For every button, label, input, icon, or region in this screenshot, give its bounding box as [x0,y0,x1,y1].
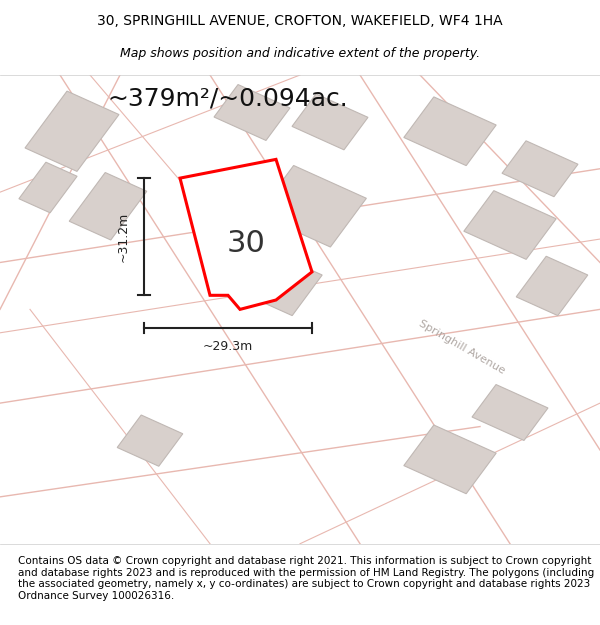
Text: Contains OS data © Crown copyright and database right 2021. This information is : Contains OS data © Crown copyright and d… [18,556,594,601]
Polygon shape [502,141,578,197]
Polygon shape [516,256,588,316]
Text: 30: 30 [227,229,265,258]
Polygon shape [404,425,496,494]
Polygon shape [257,166,367,247]
Polygon shape [292,94,368,150]
Polygon shape [214,84,290,141]
Text: 30, SPRINGHILL AVENUE, CROFTON, WAKEFIELD, WF4 1HA: 30, SPRINGHILL AVENUE, CROFTON, WAKEFIEL… [97,14,503,28]
Polygon shape [117,415,183,466]
Polygon shape [19,162,77,212]
Polygon shape [25,91,119,171]
Text: ~379m²/~0.094ac.: ~379m²/~0.094ac. [107,86,349,111]
Polygon shape [404,97,496,166]
Polygon shape [472,384,548,441]
Polygon shape [464,191,556,259]
Text: ~31.2m: ~31.2m [116,212,130,262]
Polygon shape [230,247,322,316]
Text: Map shows position and indicative extent of the property.: Map shows position and indicative extent… [120,48,480,61]
Text: ~29.3m: ~29.3m [203,341,253,353]
Text: Springhill Avenue: Springhill Avenue [417,318,507,376]
Polygon shape [69,173,147,240]
Polygon shape [180,159,312,309]
